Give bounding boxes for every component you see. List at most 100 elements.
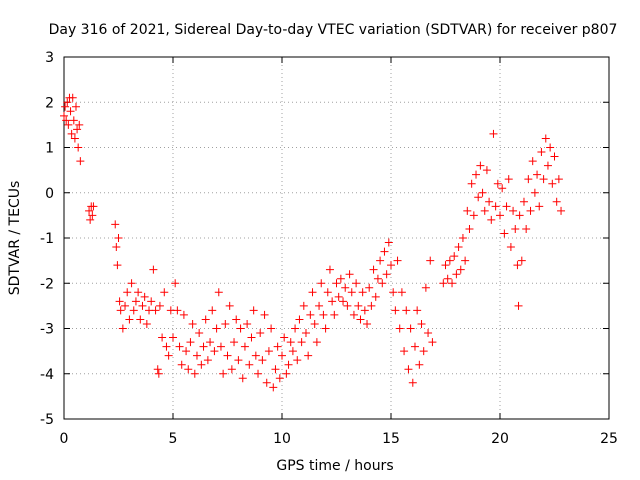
data-point — [384, 238, 393, 247]
y-tick-label: 3 — [45, 50, 54, 66]
data-point — [312, 338, 321, 347]
data-point — [256, 329, 265, 338]
data-point — [334, 292, 343, 301]
data-point — [232, 315, 241, 324]
data-point — [267, 324, 276, 333]
data-point — [441, 261, 450, 270]
data-point — [391, 306, 400, 315]
data-point — [500, 229, 509, 238]
data-point — [524, 175, 533, 184]
data-point — [515, 211, 524, 220]
data-point — [230, 338, 239, 347]
data-point — [382, 270, 391, 279]
data-point — [186, 338, 195, 347]
data-point — [539, 175, 548, 184]
data-point — [373, 274, 382, 283]
data-point — [491, 202, 500, 211]
data-point — [155, 301, 164, 310]
x-tick-label: 10 — [273, 431, 291, 447]
data-point — [530, 188, 539, 197]
data-point — [487, 215, 496, 224]
data-point — [225, 301, 234, 310]
data-point — [284, 360, 293, 369]
data-point — [73, 125, 82, 134]
data-point — [400, 347, 409, 356]
data-point — [554, 175, 563, 184]
data-point — [461, 256, 470, 265]
data-point — [557, 206, 566, 215]
data-point — [280, 333, 289, 342]
data-point — [138, 301, 147, 310]
data-point — [64, 120, 73, 129]
data-point — [140, 292, 149, 301]
data-point — [310, 319, 319, 328]
data-point — [354, 301, 363, 310]
data-point — [347, 288, 356, 297]
data-point — [387, 261, 395, 270]
data-point — [526, 206, 535, 215]
data-point — [85, 206, 94, 215]
data-point — [121, 301, 130, 310]
data-point — [404, 365, 413, 374]
data-point — [113, 261, 122, 270]
data-point — [365, 283, 374, 292]
data-point — [328, 297, 337, 306]
data-point — [528, 157, 537, 166]
data-point — [517, 256, 526, 265]
data-point — [506, 243, 515, 252]
data-point — [480, 206, 489, 215]
data-point — [323, 288, 332, 297]
y-tick-label: 0 — [45, 186, 54, 202]
data-point — [533, 170, 542, 179]
data-point — [118, 324, 127, 333]
data-point — [424, 329, 433, 338]
data-point — [550, 152, 559, 161]
data-point — [173, 306, 182, 315]
data-point — [197, 360, 206, 369]
data-point — [548, 179, 557, 188]
data-point — [162, 342, 171, 351]
data-point — [214, 288, 223, 297]
data-point — [345, 270, 354, 279]
data-point — [293, 356, 302, 365]
data-point — [339, 297, 348, 306]
data-point — [288, 347, 297, 356]
data-point — [304, 351, 313, 360]
data-point — [127, 279, 136, 288]
data-point — [402, 306, 411, 315]
data-point — [260, 310, 269, 319]
data-point — [358, 288, 367, 297]
data-point — [389, 288, 398, 297]
data-point — [247, 333, 256, 342]
data-point — [367, 301, 376, 310]
data-point — [514, 301, 523, 310]
data-point — [153, 365, 162, 374]
data-point — [216, 342, 225, 351]
data-point — [426, 256, 435, 265]
data-point — [469, 211, 478, 220]
data-point — [212, 324, 221, 333]
data-point — [476, 161, 485, 170]
data-point — [282, 369, 291, 378]
y-tick-label: -5 — [40, 412, 54, 428]
data-point — [308, 288, 317, 297]
data-point — [75, 120, 84, 129]
data-point — [123, 288, 132, 297]
data-point — [502, 202, 511, 211]
data-point — [498, 184, 507, 193]
data-point — [269, 383, 278, 392]
data-point — [458, 234, 467, 242]
y-tick-label: -1 — [40, 231, 54, 247]
data-point — [125, 315, 134, 324]
data-point — [297, 338, 306, 347]
y-tick-label: -3 — [40, 322, 54, 338]
data-point — [136, 315, 145, 324]
data-point — [463, 206, 472, 215]
grid — [64, 57, 609, 419]
data-point — [445, 256, 454, 265]
data-point — [380, 247, 389, 256]
data-point — [321, 324, 330, 333]
data-point — [369, 265, 378, 274]
data-point — [317, 279, 326, 288]
data-point — [74, 143, 83, 152]
